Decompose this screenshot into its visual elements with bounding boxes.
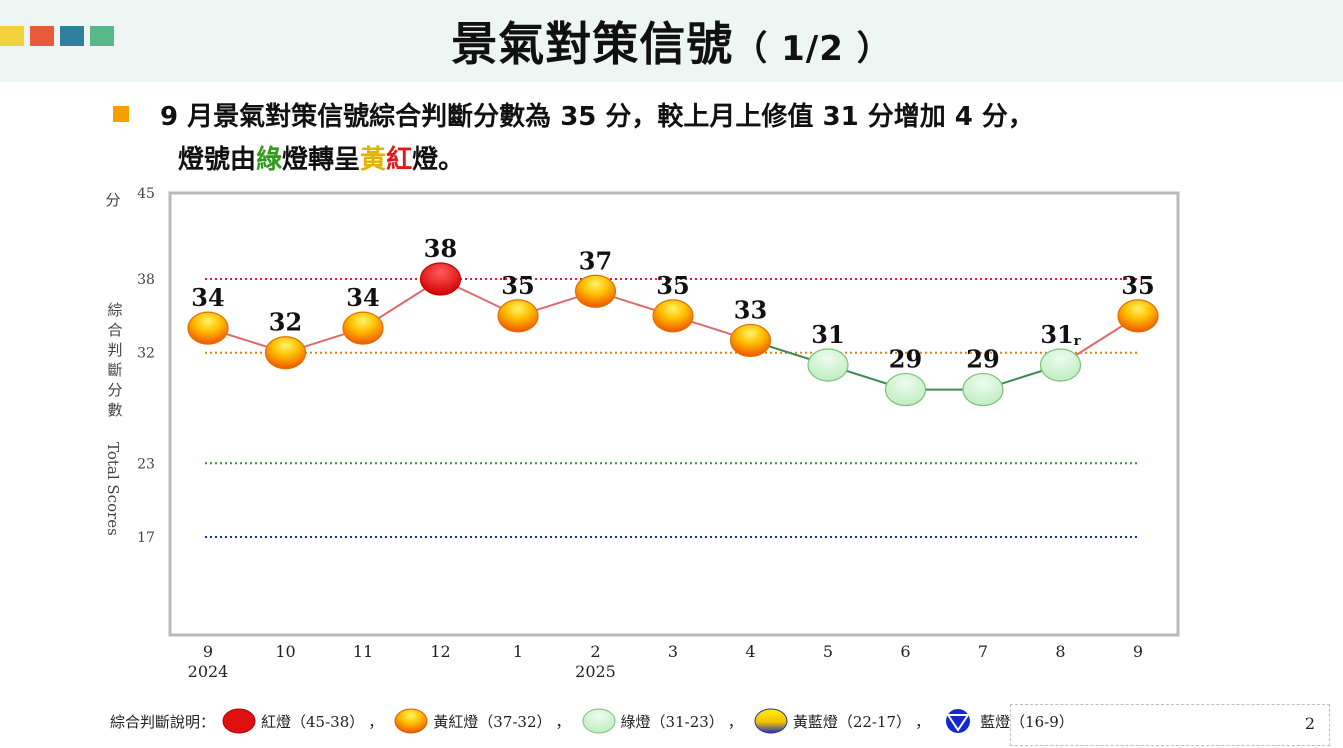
y-unit-label: 分 xyxy=(105,191,120,209)
data-label: 34 xyxy=(191,283,224,312)
y-tick-label: 17 xyxy=(137,530,155,546)
legend-item-blue: 藍燈（16-9） xyxy=(934,708,1074,734)
y-tick-label: 23 xyxy=(137,456,155,472)
legend-yellow-red-icon xyxy=(394,708,428,734)
legend-item-red: 紅燈（45-38）， xyxy=(215,708,387,734)
x-tick-label: 9 xyxy=(1133,642,1143,661)
summary-text-b: 燈轉呈 xyxy=(282,145,361,175)
legend-green-icon xyxy=(582,708,616,734)
decor-square-4 xyxy=(90,26,114,46)
legend-label: 藍燈（16-9） xyxy=(980,712,1074,731)
summary-line-2: 燈號由綠燈轉呈黃紅燈。 xyxy=(178,139,464,176)
signal-marker-yellow-red xyxy=(264,336,307,370)
legend-label: 綠燈（31-23） xyxy=(620,712,724,731)
summary-green-word: 綠 xyxy=(256,145,283,175)
legend-items: 紅燈（45-38），黃紅燈（37-32），綠燈（31-23），黃藍燈（22-17… xyxy=(215,708,1074,734)
x-tick-label: 7 xyxy=(978,642,988,661)
data-label: 34 xyxy=(346,283,379,312)
x-year-label: 2024 xyxy=(188,662,229,681)
x-tick-label: 3 xyxy=(668,642,678,661)
legend-separator: ， xyxy=(915,712,931,731)
signal-marker-yellow-red xyxy=(187,311,229,345)
x-tick-label: 9 xyxy=(203,642,213,661)
revised-marker: r xyxy=(1074,334,1081,349)
x-tick-label: 1 xyxy=(513,642,523,661)
signal-marker-yellow-red xyxy=(342,311,384,345)
page-number: 2 xyxy=(1304,714,1315,733)
y-axis: 45 38 32 23 17 xyxy=(137,186,155,546)
summary-yellow-word: 黃 xyxy=(360,145,387,175)
data-label: 33 xyxy=(734,295,767,324)
x-tick-label: 8 xyxy=(1055,642,1065,661)
legend-blue-icon xyxy=(946,709,971,733)
signal-marker-green xyxy=(1039,348,1082,382)
legend: 綜合判斷說明： 紅燈（45-38），黃紅燈（37-32），綠燈（31-23），黃… xyxy=(110,708,1074,734)
series-markers xyxy=(187,262,1159,407)
y-tick-label: 45 xyxy=(137,186,155,202)
data-label: 31 xyxy=(811,320,844,349)
data-label: 32 xyxy=(269,308,302,337)
legend-yellow-blue-icon xyxy=(754,708,788,734)
y-tick-label: 32 xyxy=(137,346,155,362)
data-label: 35 xyxy=(656,271,689,300)
plot-frame xyxy=(168,191,1180,637)
decor-square-2 xyxy=(30,26,54,46)
x-tick-label: 5 xyxy=(823,642,833,661)
legend-title: 綜合判斷說明： xyxy=(110,712,216,731)
x-year-label: 2025 xyxy=(575,662,616,681)
legend-label: 黃藍燈（22-17） xyxy=(792,712,912,731)
legend-separator: ， xyxy=(727,712,743,731)
signal-marker-green xyxy=(807,348,849,382)
x-tick-label: 11 xyxy=(353,642,373,661)
signal-marker-green xyxy=(962,372,1004,407)
data-label: 29 xyxy=(889,345,922,374)
summary-red-word: 紅 xyxy=(386,145,413,175)
legend-item-yellow-red: 黃紅燈（37-32）， xyxy=(387,708,574,734)
legend-item-yellow-blue: 黃藍燈（22-17）， xyxy=(747,708,934,734)
bullet-square-icon xyxy=(113,106,129,122)
header-bar: 景氣對策信號（ 1/2 ） xyxy=(0,0,1343,82)
legend-separator: ， xyxy=(368,712,384,731)
y-axis-label-en: Total Scores xyxy=(104,442,122,536)
y-tick-label: 38 xyxy=(137,272,155,288)
summary-text-c: 燈。 xyxy=(412,145,465,175)
data-label: 35 xyxy=(501,271,534,300)
title-main: 景氣對策信號 xyxy=(451,17,734,71)
x-tick-label: 2 xyxy=(590,642,600,661)
signal-marker-yellow-red xyxy=(574,274,617,308)
signal-marker-yellow-red xyxy=(729,323,772,358)
signal-marker-yellow-red xyxy=(497,299,539,333)
legend-label: 黃紅燈（37-32） xyxy=(433,712,552,731)
x-tick-label: 4 xyxy=(745,642,755,661)
decor-square-3 xyxy=(60,26,84,46)
page-title: 景氣對策信號（ 1/2 ） xyxy=(0,8,1343,74)
x-tick-label: 10 xyxy=(275,642,295,661)
summary-line-1: 9 月景氣對策信號綜合判斷分數為 35 分，較上月上修值 31 分增加 4 分， xyxy=(160,102,1034,132)
data-label: 29 xyxy=(966,345,999,374)
signal-marker-red xyxy=(419,262,462,296)
summary-text-a: 燈號由 xyxy=(178,145,257,175)
x-tick-label: 12 xyxy=(430,642,450,661)
signal-marker-yellow-red xyxy=(1117,299,1159,333)
threshold-lines xyxy=(205,278,1140,538)
legend-separator: ， xyxy=(555,712,571,731)
signal-marker-yellow-red xyxy=(652,299,694,333)
data-label: 38 xyxy=(424,234,457,263)
legend-label: 紅燈（45-38） xyxy=(261,712,365,731)
decor-square-1 xyxy=(0,26,24,46)
legend-item-green: 綠燈（31-23）， xyxy=(575,708,747,734)
title-suffix: （ 1/2 ） xyxy=(733,29,892,69)
signal-marker-green xyxy=(884,372,927,407)
legend-red-icon xyxy=(222,708,256,734)
page-number-box: 2 xyxy=(1010,704,1330,746)
data-label: 37 xyxy=(579,246,612,275)
x-tick-label: 6 xyxy=(900,642,910,661)
data-label: 35 xyxy=(1121,271,1154,300)
y-axis-label-cn: 綜合判斷分數 xyxy=(107,301,122,419)
